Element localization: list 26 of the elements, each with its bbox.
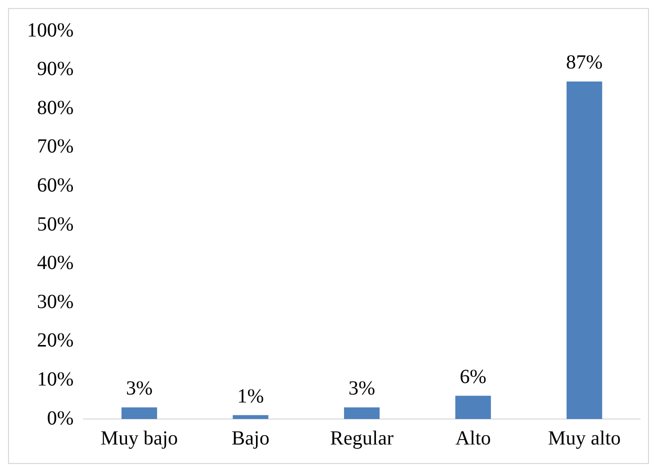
y-tick-label: 90% (36, 58, 74, 80)
bar (566, 81, 602, 419)
y-tick-label: 0% (46, 407, 74, 430)
bar (344, 407, 380, 419)
data-label: 3% (348, 378, 376, 400)
data-label: 3% (126, 378, 153, 400)
y-tick-label: 40% (36, 252, 74, 274)
y-tick-label: 30% (36, 290, 74, 313)
bar (121, 407, 158, 419)
data-label: 1% (237, 385, 264, 408)
y-tick-label: 70% (36, 136, 74, 158)
x-tick-label: Muy alto (548, 427, 621, 450)
bar (455, 396, 491, 419)
y-tick-label: 100% (26, 19, 74, 42)
data-label: 87% (566, 52, 603, 74)
x-tick-label: Muy bajo (100, 427, 178, 450)
x-tick-label: Regular (330, 427, 394, 450)
y-tick-label: 80% (36, 96, 74, 119)
data-label: 6% (460, 366, 486, 388)
x-tick-label: Bajo (232, 427, 270, 450)
y-tick-label: 20% (36, 330, 74, 352)
bar (232, 415, 268, 419)
x-tick-label: Alto (455, 427, 491, 450)
y-tick-label: 60% (36, 174, 74, 196)
y-tick-label: 10% (36, 368, 74, 390)
y-tick-label: 50% (36, 213, 74, 236)
